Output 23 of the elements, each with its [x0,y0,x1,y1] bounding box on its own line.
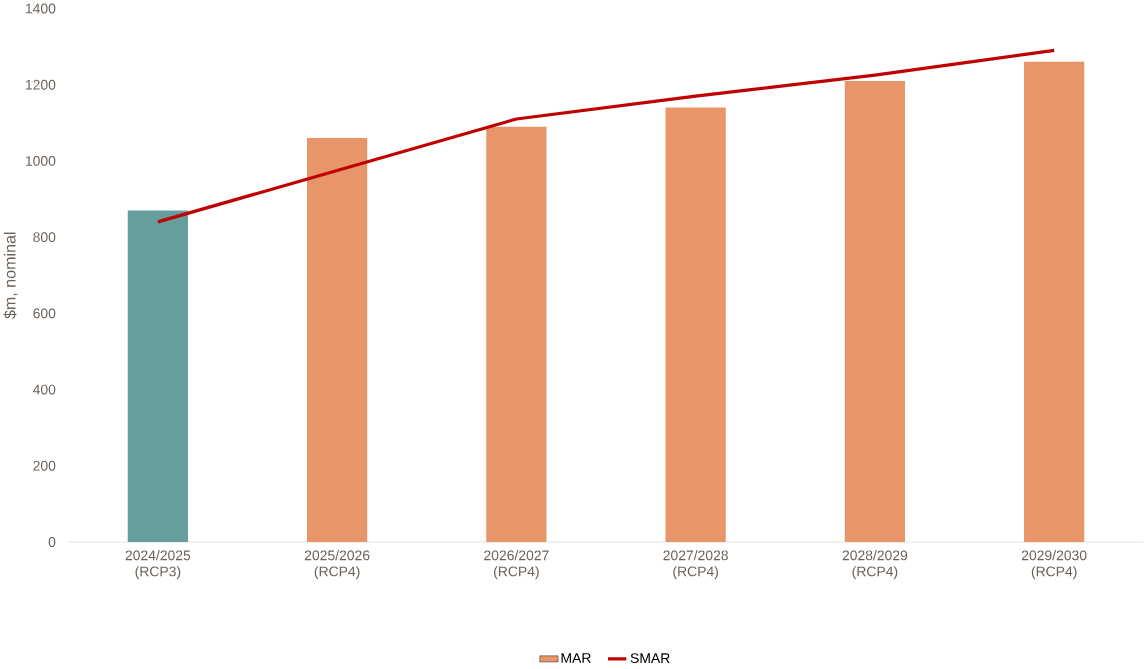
x-tick-label: 2025/2026 (RCP4) [304,550,370,580]
y-tick-label: 1200 [25,79,56,90]
bar [1024,61,1085,543]
y-tick-label: 0 [48,537,56,548]
bar [307,138,368,543]
x-tick-label: 2024/2025 (RCP3) [125,550,191,580]
y-tick-label: 1400 [25,3,56,14]
y-tick-label: 600 [33,308,56,319]
bar [844,80,906,543]
x-tick-label: 2028/2029 (RCP4) [842,550,908,580]
x-tick-label: 2027/2028 (RCP4) [663,550,728,580]
y-tick-label: 1000 [25,156,56,166]
y-tick-label: 200 [33,460,56,471]
x-tick-label: 2026/2027 (RCP4) [484,550,549,580]
bar [486,126,547,543]
y-tick-label: 800 [33,232,56,243]
y-tick-label: 400 [32,384,56,395]
legend-label: MAR [561,653,591,663]
x-tick-label: 2029/2030 (RCP4) [1021,550,1087,580]
bar [127,210,188,543]
bar [665,107,726,543]
y-axis-title: $m, nominal [3,232,18,319]
legend-label: SMAR [630,653,670,664]
